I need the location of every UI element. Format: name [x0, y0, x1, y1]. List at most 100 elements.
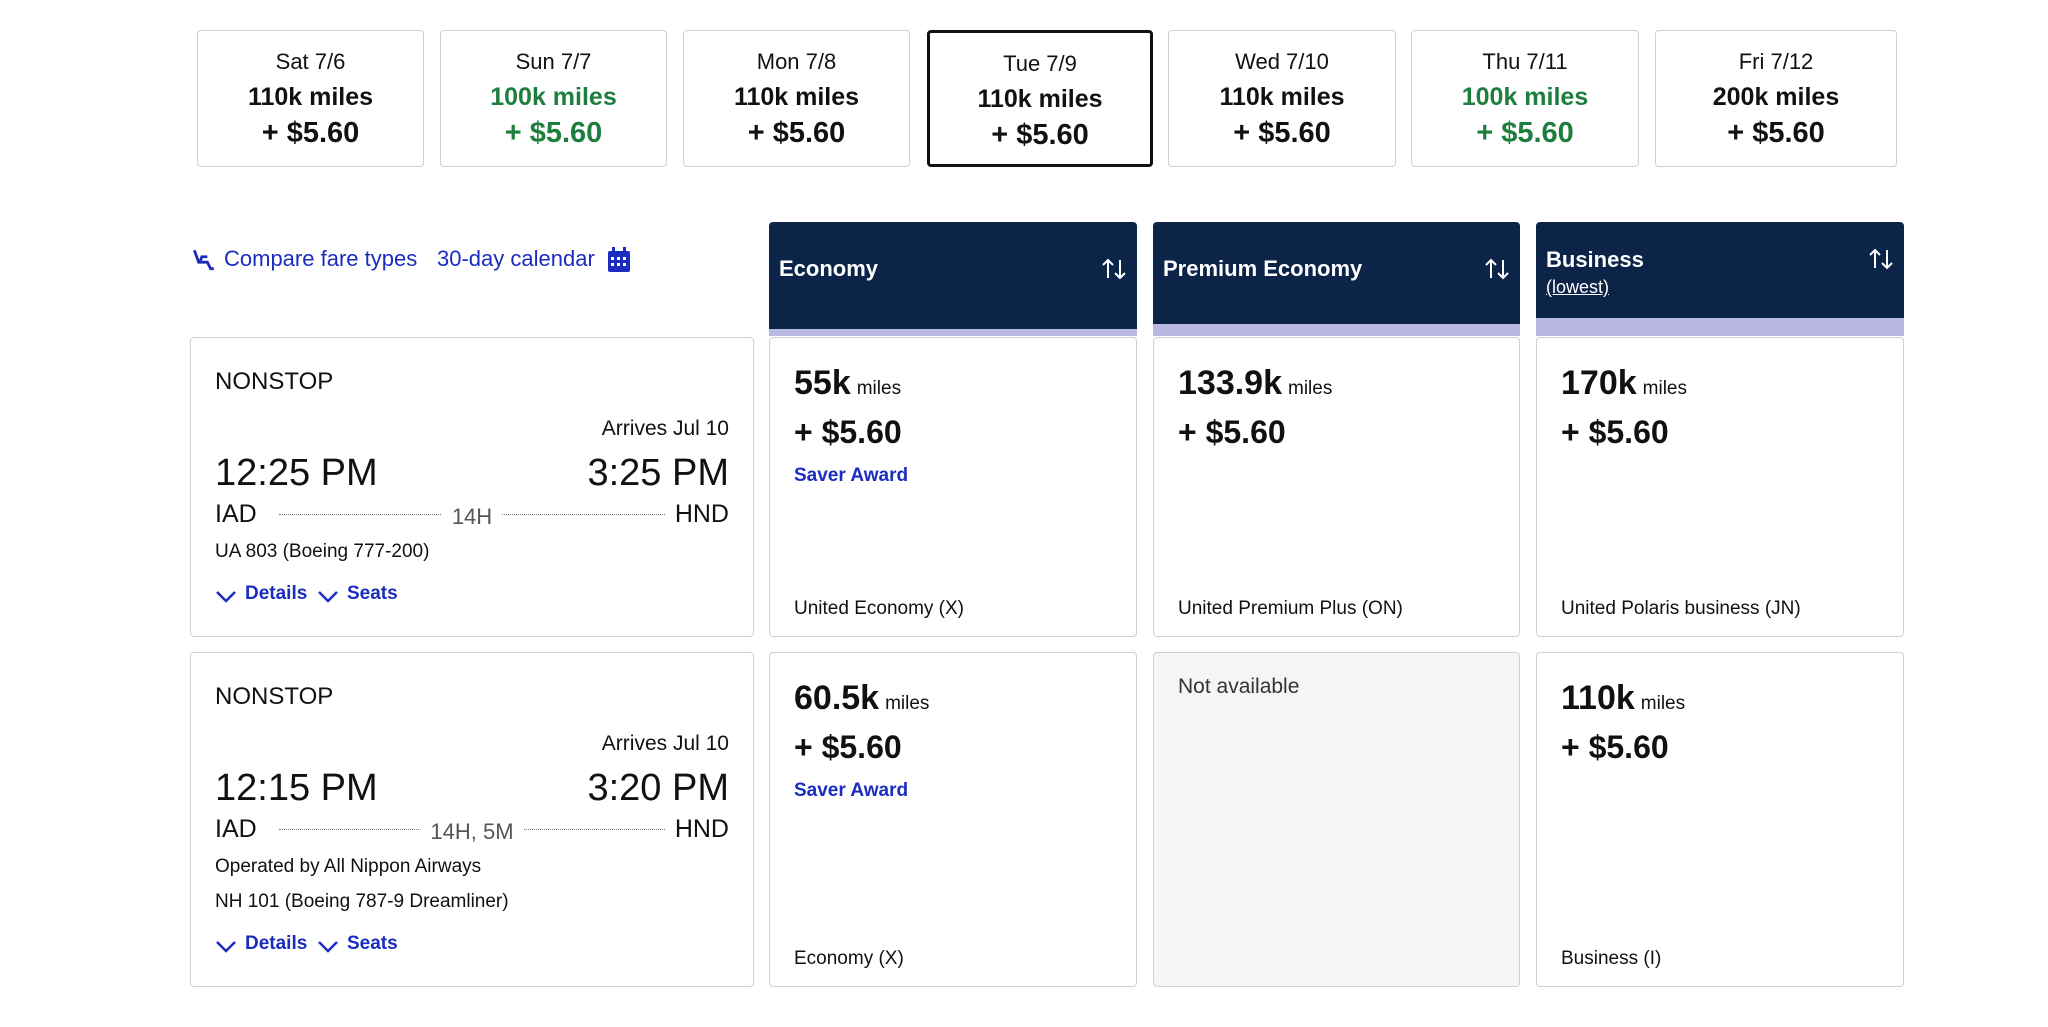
column-header[interactable]: Business (lowest) — [1536, 222, 1904, 336]
sort-icon-svg — [1485, 258, 1509, 280]
date-card[interactable]: Fri 7/12 200k miles + $5.60 — [1655, 30, 1897, 167]
date-label: Mon 7/8 — [756, 49, 837, 74]
fare-miles-row: 133.9k miles — [1178, 364, 1332, 403]
date-miles: 100k miles — [490, 83, 617, 111]
header-strip — [1153, 324, 1520, 336]
fare-cell[interactable]: 55k miles + $5.60 Saver Award United Economy… — [769, 337, 1137, 637]
date-miles: 110k miles — [977, 85, 1103, 113]
flight-info: NH 101 (Boeing 787-9 Dreamliner) — [215, 891, 509, 912]
calendar-link[interactable]: 30-day calendar — [437, 246, 631, 273]
chevron-icon-svg — [216, 591, 236, 603]
details-text: Details — [245, 933, 308, 954]
depart-time: 12:25 PM — [215, 452, 378, 494]
fare-status: Not available — [1178, 675, 1300, 698]
fare-miles: 60.5k — [794, 679, 880, 717]
flight-info: Operated by All Nippon Airways — [215, 856, 482, 877]
fare-price: + $5.60 — [794, 414, 902, 450]
chevron-icon-svg — [216, 941, 236, 953]
fare-price: + $5.60 — [1178, 414, 1286, 450]
stops: NONSTOP — [215, 368, 334, 395]
duration: 14H, 5M — [420, 819, 524, 845]
date-label: Wed 7/10 — [1235, 49, 1329, 74]
date-miles: 100k miles — [1461, 83, 1589, 111]
date-label: Thu 7/11 — [1482, 49, 1568, 74]
date-miles: 110k miles — [1219, 83, 1345, 111]
date-price: + $5.60 — [1727, 117, 1825, 149]
fare-price: + $5.60 — [794, 729, 902, 765]
fare-cell[interactable]: 60.5k miles + $5.60 Saver Award Economy (X) — [769, 652, 1137, 987]
seats-text: Seats — [347, 933, 398, 954]
fare-class: United Economy (X) — [794, 598, 965, 619]
depart-time: 12:15 PM — [215, 767, 378, 809]
chevron-icon — [215, 587, 239, 605]
fare-price: + $5.60 — [1561, 729, 1669, 765]
column-title: Economy — [779, 256, 879, 281]
chevron-icon — [317, 587, 341, 605]
fare-class: Economy (X) — [794, 948, 904, 969]
date-card[interactable]: Wed 7/10 110k miles + $5.60 — [1168, 30, 1396, 167]
date-price: + $5.60 — [991, 119, 1089, 151]
date-miles: 110k miles — [247, 83, 374, 111]
column-title: Premium Economy — [1163, 256, 1363, 281]
date-miles: 200k miles — [1712, 83, 1840, 111]
flight-card: NONSTOP Arrives Jul 10 12:15 PM 3:20 PM IAD H… — [190, 652, 754, 987]
chevron-icon — [215, 937, 239, 955]
date-label: Sat 7/6 — [275, 49, 346, 74]
date-card[interactable]: Thu 7/11 100k miles + $5.60 — [1411, 30, 1639, 167]
column-header[interactable]: Economy — [769, 222, 1137, 336]
date-card[interactable]: Mon 7/8 110k miles + $5.60 — [683, 30, 910, 167]
date-price: + $5.60 — [1476, 117, 1574, 149]
arrives: Arrives Jul 10 — [601, 417, 729, 440]
destination: HND — [674, 815, 729, 843]
date-label: Tue 7/9 — [1003, 51, 1077, 76]
sort-icon-svg — [1869, 248, 1893, 270]
fare-price: + $5.60 — [1561, 414, 1669, 450]
arrives: Arrives Jul 10 — [601, 732, 729, 755]
stops: NONSTOP — [215, 683, 334, 710]
chevron-icon — [317, 937, 341, 955]
date-label: Fri 7/12 — [1738, 49, 1814, 74]
column-note: (lowest) — [1546, 277, 1610, 297]
fare-miles-row: 55k miles — [794, 364, 901, 403]
date-price: + $5.60 — [504, 117, 603, 149]
fare-miles: 110k — [1561, 679, 1635, 717]
date-price: + $5.60 — [1233, 117, 1331, 149]
fare-unit: miles — [1288, 378, 1333, 399]
fare-cell[interactable]: 170k miles + $5.60 United Polaris business … — [1536, 337, 1904, 637]
fare-cell[interactable]: 133.9k miles + $5.60 United Premium Plus (O… — [1153, 337, 1520, 637]
date-card[interactable]: Sat 7/6 110k miles + $5.60 — [197, 30, 424, 167]
fare-class: Business (I) — [1561, 948, 1662, 969]
fare-cell[interactable]: 110k miles + $5.60 Business (I) — [1536, 652, 1904, 987]
compare-link[interactable]: Compare fare types — [190, 246, 417, 273]
duration: 14H — [441, 504, 503, 530]
saver-award: Saver Award — [794, 465, 909, 486]
header-strip — [769, 329, 1137, 336]
date-card[interactable]: Tue 7/9 110k miles + $5.60 — [927, 30, 1153, 167]
compare-text: Compare fare types — [224, 246, 418, 271]
calendar-icon — [607, 247, 630, 273]
column-header[interactable]: Premium Economy — [1153, 222, 1520, 336]
chevron-icon-svg — [318, 941, 338, 953]
date-card[interactable]: Sun 7/7 100k miles + $5.60 — [440, 30, 667, 167]
fare-miles: 133.9k — [1178, 364, 1282, 402]
flight-card: NONSTOP Arrives Jul 10 12:25 PM 3:25 PM IAD H… — [190, 337, 754, 637]
arrive-time: 3:20 PM — [587, 767, 729, 809]
flight-info: UA 803 (Boeing 777-200) — [215, 541, 430, 562]
seat-icon — [193, 249, 214, 271]
column-title: Business — [1546, 247, 1644, 272]
sort-icon-svg — [1102, 258, 1126, 280]
chevron-icon-svg — [318, 591, 338, 603]
origin: IAD — [215, 815, 257, 843]
date-miles: 110k miles — [733, 83, 860, 111]
fare-unit: miles — [856, 378, 902, 399]
fare-miles: 170k — [1561, 364, 1637, 402]
fare-miles-row: 60.5k miles — [794, 679, 929, 718]
date-label: Sun 7/7 — [515, 49, 592, 74]
origin: IAD — [215, 500, 257, 528]
fare-unit: miles — [1642, 378, 1687, 399]
arrive-time: 3:25 PM — [587, 452, 729, 494]
sort-icon — [1484, 256, 1510, 282]
sort-icon — [1868, 246, 1894, 272]
